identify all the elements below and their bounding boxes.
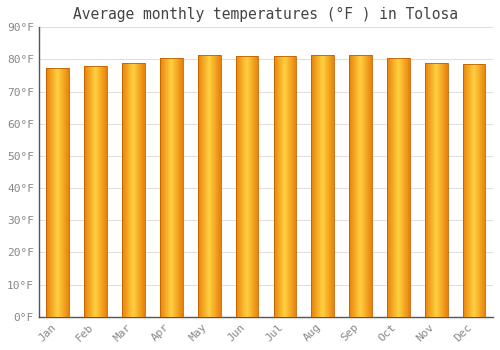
Bar: [463, 64, 485, 317]
Bar: [274, 56, 296, 317]
Bar: [46, 68, 69, 317]
Bar: [122, 63, 145, 317]
Bar: [387, 58, 410, 317]
Bar: [349, 55, 372, 317]
Bar: [312, 55, 334, 317]
Bar: [160, 58, 182, 317]
Bar: [198, 55, 220, 317]
Title: Average monthly temperatures (°F ) in Tolosa: Average monthly temperatures (°F ) in To…: [74, 7, 458, 22]
Bar: [84, 66, 107, 317]
Bar: [236, 56, 258, 317]
Bar: [425, 63, 448, 317]
